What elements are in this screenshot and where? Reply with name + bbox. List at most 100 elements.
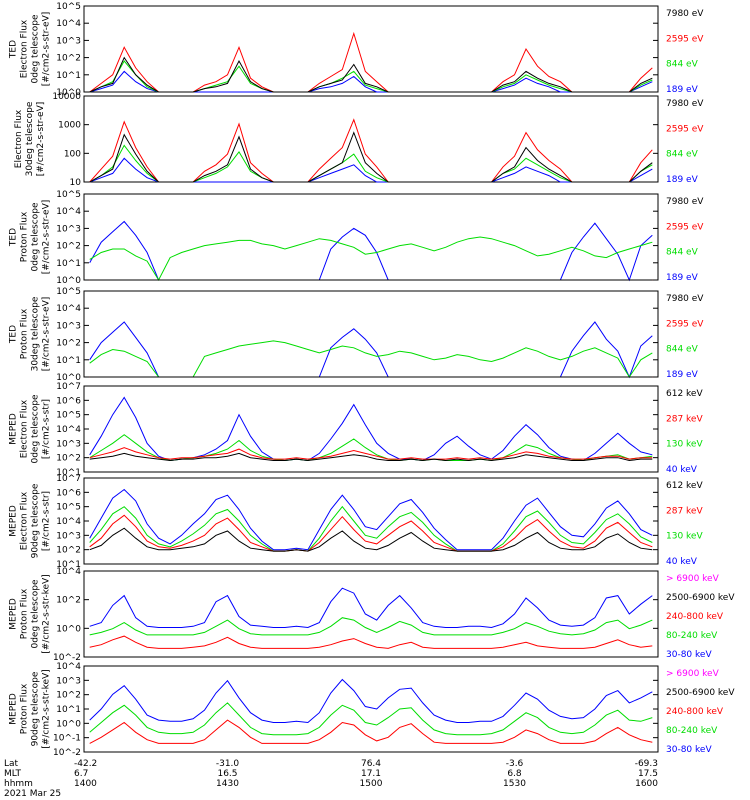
y-axis-label: TED: [9, 325, 19, 344]
y-axis-label: 90deg telescope: [31, 483, 41, 558]
y-tick-label: 10^2: [56, 242, 81, 252]
legend-label: 612 keV: [666, 389, 703, 399]
legend-label: 240-800 keV: [666, 612, 724, 622]
legend-label: 844 eV: [666, 248, 699, 258]
y-axis-label: [#/cm2-s-str-eV]: [42, 12, 52, 87]
legend-label: 30-80 keV: [666, 650, 712, 660]
y-tick-label: 10^4: [56, 567, 81, 577]
y-tick-label: 10^-1: [53, 734, 81, 744]
x-tick-lat: -42.2: [74, 759, 97, 769]
series-line: [89, 434, 653, 462]
y-tick-label: 10^6: [56, 396, 81, 406]
legend-label: 189 eV: [666, 175, 699, 185]
x-tick-lat: 76.4: [361, 759, 381, 769]
y-axis-label: Proton Flux: [20, 683, 30, 734]
y-tick-label: 10^7: [56, 382, 81, 392]
legend-label: 30-80 keV: [666, 745, 712, 755]
x-row-label: Lat: [4, 759, 19, 769]
legend-label: 2595 eV: [666, 222, 704, 232]
y-tick-label: 10^0: [56, 719, 81, 729]
legend-label: 844 eV: [666, 345, 699, 355]
legend-label: 7980 eV: [666, 294, 704, 304]
y-axis-label: Electron Flux: [20, 399, 30, 458]
y-tick-label: 10^3: [56, 676, 81, 686]
legend-label: 80-240 keV: [666, 631, 718, 641]
y-tick-label: 10^0: [56, 88, 81, 98]
series-line: [89, 447, 653, 460]
y-tick-label: 10: [70, 178, 82, 188]
legend-label: 130 keV: [666, 440, 703, 450]
y-tick-label: 10^3: [56, 321, 81, 331]
panel-frame: [83, 665, 659, 753]
legend-label: 40 keV: [666, 557, 698, 567]
y-tick-label: 10^5: [56, 287, 81, 297]
y-axis-label: [#/cm2-s-str]: [42, 491, 52, 551]
y-axis-label: [#/cm2-s-str-eV]: [42, 297, 52, 372]
y-tick-label: 10^4: [56, 207, 81, 217]
y-tick-label: 10^2: [56, 454, 81, 464]
y-tick-label: 10^0: [56, 276, 81, 286]
y-tick-label: 10^3: [56, 439, 81, 449]
legend-label: 80-240 keV: [666, 726, 718, 736]
y-axis-label: [#/cm2-s-str-eV]: [36, 102, 46, 177]
y-axis-label: Proton Flux: [20, 211, 30, 262]
series-line: [89, 617, 653, 636]
y-axis-label: TED: [9, 228, 19, 247]
y-axis-label: MEPED: [9, 505, 19, 537]
y-axis-label: [#/cm2-s-str-keV]: [42, 669, 52, 748]
x-tick-hhmm: 1600: [635, 779, 658, 789]
date-label: 2021 Mar 25: [4, 789, 61, 799]
y-axis-label: MEPED: [9, 693, 19, 725]
panel-frame: [83, 95, 659, 183]
y-tick-label: 10^5: [56, 503, 81, 513]
legend-label: 287 keV: [666, 506, 703, 516]
legend-label: 189 eV: [666, 85, 699, 95]
legend-label: 2595 eV: [666, 34, 704, 44]
legend-label: 7980 eV: [666, 99, 704, 109]
y-axis-label: Electron Flux: [20, 491, 30, 550]
panel-frame: [83, 5, 659, 93]
y-axis-label: Proton Flux: [20, 588, 30, 639]
series-line: [89, 131, 653, 183]
y-axis-label: Electron Flux: [20, 19, 30, 78]
y-tick-label: 10^5: [56, 2, 81, 12]
series-line: [89, 514, 653, 552]
legend-label: 40 keV: [666, 465, 698, 475]
panel-frame: [83, 477, 659, 565]
y-tick-label: 10^6: [56, 488, 81, 498]
legend-label: 2500-6900 keV: [666, 593, 735, 603]
y-tick-label: 10^1: [56, 560, 81, 570]
panel-frame: [83, 193, 659, 281]
x-tick-hhmm: 1400: [74, 779, 97, 789]
y-tick-label: 10^4: [56, 425, 81, 435]
series-line: [89, 144, 653, 183]
y-tick-label: 10^1: [56, 356, 81, 366]
legend-label: > 6900 keV: [666, 669, 720, 679]
y-axis-label: MEPED: [9, 598, 19, 630]
y-tick-label: 10000: [52, 92, 81, 102]
legend-label: 2595 eV: [666, 124, 704, 134]
y-axis-label: [#/cm2-s-str-keV]: [42, 574, 52, 653]
y-tick-label: 10^4: [56, 304, 81, 314]
x-tick-mlt: 6.7: [74, 769, 88, 779]
y-tick-label: 10^0: [56, 624, 81, 634]
y-axis-label: TED: [9, 40, 19, 59]
y-axis-label: 0deg telescope: [31, 394, 41, 464]
y-tick-label: 10^4: [56, 19, 81, 29]
legend-label: 130 keV: [666, 532, 703, 542]
series-line: [89, 527, 653, 552]
y-tick-label: 1000: [58, 121, 81, 131]
y-tick-label: 10^1: [56, 71, 81, 81]
legend-label: 2595 eV: [666, 319, 704, 329]
series-line: [89, 56, 653, 93]
x-row-label: hhmm: [4, 779, 33, 789]
x-tick-mlt: 16.5: [217, 769, 237, 779]
legend-label: 240-800 keV: [666, 707, 724, 717]
legend-label: > 6900 keV: [666, 574, 720, 584]
legend-label: 189 eV: [666, 370, 699, 380]
y-axis-label: 0deg telescope: [31, 14, 41, 84]
y-tick-label: 10^2: [56, 691, 81, 701]
y-tick-label: 10^-2: [53, 748, 81, 758]
series-line: [89, 157, 653, 183]
x-tick-mlt: 17.5: [638, 769, 658, 779]
